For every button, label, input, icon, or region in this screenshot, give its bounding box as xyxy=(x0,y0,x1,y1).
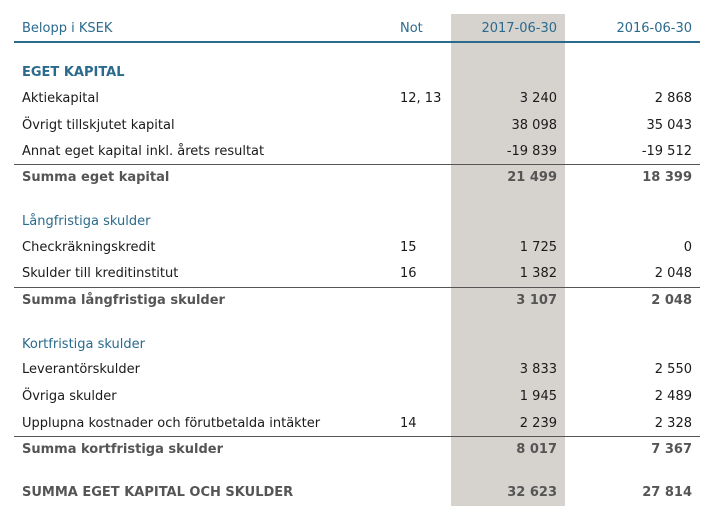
row-value-2017: 1 725 xyxy=(519,240,557,255)
row-value-2016: -19 512 xyxy=(641,144,692,159)
row-value-2017: 38 098 xyxy=(511,118,558,133)
row-label: Skulder till kreditinstitut xyxy=(22,266,179,281)
sum-label: Summa kortfristiga skulder xyxy=(22,442,224,457)
row-label: Leverantörskulder xyxy=(22,362,140,377)
sum-row-langfristiga-skulder: Summa långfristiga skulder 3 107 2 048 xyxy=(14,291,700,311)
section-title-langfristiga-skulder: Långfristiga skulder xyxy=(22,214,151,229)
row-value-2016: 0 xyxy=(683,240,692,255)
total-label: SUMMA EGET KAPITAL OCH SKULDER xyxy=(22,485,294,500)
total-value-2017: 32 623 xyxy=(507,485,557,500)
table-row: Upplupna kostnader och förutbetalda intä… xyxy=(14,414,700,434)
column-header-2016: 2016-06-30 xyxy=(616,21,692,36)
row-value-2016: 2 868 xyxy=(654,91,692,106)
sum-value-2016: 18 399 xyxy=(642,170,692,185)
row-value-2017: 2 239 xyxy=(519,416,557,431)
row-label: Aktiekapital xyxy=(22,91,99,106)
sum-divider xyxy=(14,164,700,165)
sum-value-2016: 2 048 xyxy=(651,293,692,308)
row-value-2017: 1 945 xyxy=(519,389,557,404)
sum-row-eget-kapital: Summa eget kapital 21 499 18 399 xyxy=(14,168,700,188)
table-row: Övrigt tillskjutet kapital 38 098 35 043 xyxy=(14,116,700,136)
row-value-2017: 3 833 xyxy=(519,362,557,377)
sum-value-2017: 3 107 xyxy=(516,293,557,308)
row-label: Upplupna kostnader och förutbetalda intä… xyxy=(22,416,321,431)
row-note: 15 xyxy=(400,240,417,255)
note-column-header: Not xyxy=(400,21,423,36)
row-value-2017: 3 240 xyxy=(519,91,557,106)
amount-unit-header: Belopp i KSEK xyxy=(22,21,113,36)
row-label: Övriga skulder xyxy=(22,389,117,404)
section-title-eget-kapital: EGET KAPITAL xyxy=(22,65,125,80)
sum-label: Summa eget kapital xyxy=(22,170,170,185)
row-label: Checkräkningskredit xyxy=(22,240,156,255)
row-label: Annat eget kapital inkl. årets resultat xyxy=(22,144,265,159)
table-row: Checkräkningskredit 15 1 725 0 xyxy=(14,238,700,258)
sum-row-kortfristiga-skulder: Summa kortfristiga skulder 8 017 7 367 xyxy=(14,440,700,460)
grand-total-row: SUMMA EGET KAPITAL OCH SKULDER 32 623 27… xyxy=(14,483,700,503)
row-label: Övrigt tillskjutet kapital xyxy=(22,118,175,133)
row-value-2016: 2 489 xyxy=(654,389,692,404)
column-header-2017: 2017-06-30 xyxy=(481,21,557,36)
table-row: Övriga skulder 1 945 2 489 xyxy=(14,387,700,407)
table-row: Skulder till kreditinstitut 16 1 382 2 0… xyxy=(14,264,700,284)
sum-value-2017: 8 017 xyxy=(516,442,557,457)
row-note: 12, 13 xyxy=(400,91,442,106)
row-value-2016: 2 550 xyxy=(654,362,692,377)
row-note: 16 xyxy=(400,266,417,281)
row-value-2017: -19 839 xyxy=(506,144,557,159)
row-value-2016: 2 048 xyxy=(654,266,692,281)
sum-value-2016: 7 367 xyxy=(651,442,692,457)
table-row: Leverantörskulder 3 833 2 550 xyxy=(14,360,700,380)
header-divider xyxy=(14,41,700,43)
table-row: Aktiekapital 12, 13 3 240 2 868 xyxy=(14,89,700,109)
total-value-2016: 27 814 xyxy=(642,485,692,500)
row-value-2016: 35 043 xyxy=(646,118,693,133)
current-period-column-highlight xyxy=(451,14,565,506)
sum-label: Summa långfristiga skulder xyxy=(22,293,225,308)
sum-divider xyxy=(14,436,700,437)
row-value-2017: 1 382 xyxy=(519,266,557,281)
row-note: 14 xyxy=(400,416,417,431)
section-title-kortfristiga-skulder: Kortfristiga skulder xyxy=(22,337,145,352)
sum-value-2017: 21 499 xyxy=(507,170,557,185)
table-row: Annat eget kapital inkl. årets resultat … xyxy=(14,142,700,162)
row-value-2016: 2 328 xyxy=(654,416,692,431)
sum-divider xyxy=(14,287,700,288)
